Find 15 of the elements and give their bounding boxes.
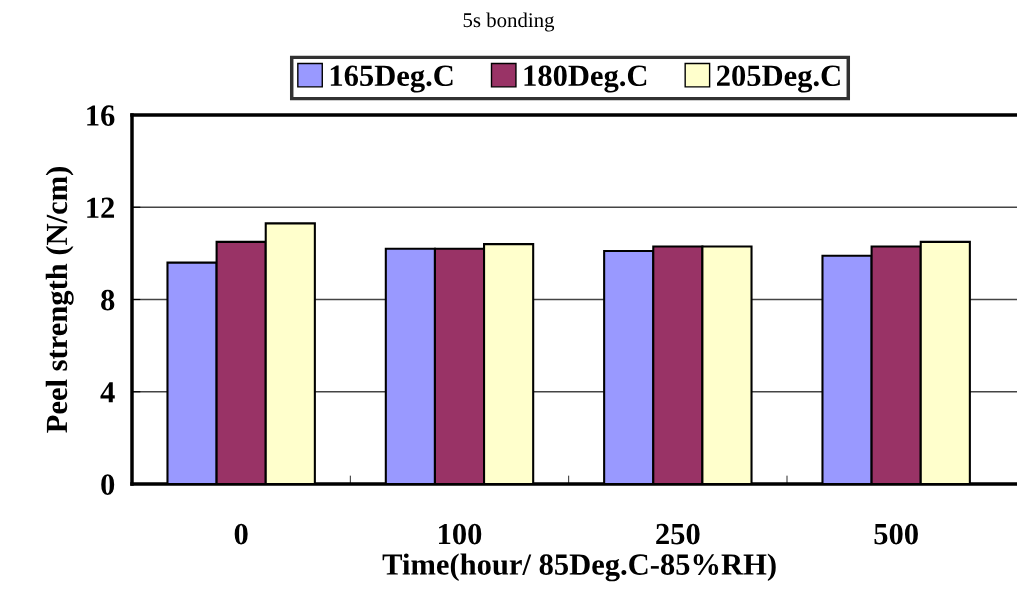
legend-label: 180Deg.C	[524, 65, 647, 93]
y-tick-label: 0	[101, 474, 115, 495]
legend-label: 205Deg.C	[717, 65, 840, 93]
y-tick-label: 12	[87, 197, 115, 218]
x-tick-label: 500	[874, 523, 918, 545]
legend-label: 165Deg.C	[330, 65, 453, 93]
y-tick-label: 8	[101, 289, 115, 311]
x-tick-label: 0	[234, 523, 248, 545]
x-tick-label: 100	[439, 523, 482, 545]
x-tick-label: 250	[656, 523, 700, 545]
chart-title: 5s bonding	[463, 12, 555, 32]
y-tick-label: 16	[87, 105, 115, 126]
x-axis-title: Time(hour/ 85Deg.C-85%RH)	[382, 553, 776, 582]
y-axis-title: Peel strength (N/cm)	[45, 167, 74, 433]
y-tick-label: 4	[100, 382, 115, 403]
